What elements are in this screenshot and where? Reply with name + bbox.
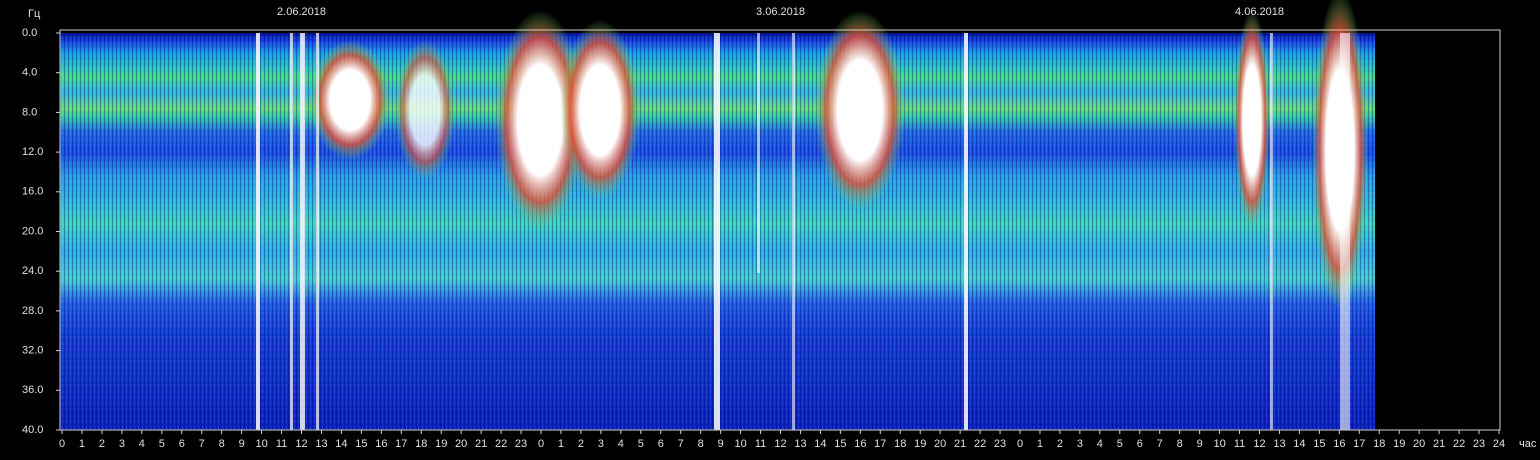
y-tick-label: 24.0 <box>22 265 43 277</box>
x-tick-label: 22 <box>1453 438 1465 450</box>
x-tick-label: 23 <box>1473 438 1485 450</box>
x-tick-label: 18 <box>1373 438 1385 450</box>
x-tick-label: 15 <box>355 438 367 450</box>
x-tick-label: 10 <box>734 438 746 450</box>
x-tick-label: 14 <box>814 438 826 450</box>
x-tick-label: 7 <box>1157 438 1163 450</box>
x-tick-label: 22 <box>974 438 986 450</box>
y-tick-label: 4.0 <box>22 67 37 79</box>
x-tick-label: 20 <box>1413 438 1425 450</box>
x-tick-label: 1 <box>558 438 564 450</box>
x-tick-label: 9 <box>1197 438 1203 450</box>
x-tick-label: 7 <box>678 438 684 450</box>
x-tick-label: 5 <box>159 438 165 450</box>
x-tick-label: 2 <box>1057 438 1063 450</box>
y-tick-label: 12.0 <box>22 146 43 158</box>
spectrogram-image <box>60 0 1375 430</box>
x-tick-label: 10 <box>255 438 267 450</box>
x-tick-label: 12 <box>774 438 786 450</box>
x-tick-label: 5 <box>638 438 644 450</box>
y-tick-label: 36.0 <box>22 384 43 396</box>
x-tick-label: 6 <box>658 438 664 450</box>
x-tick-label: 12 <box>1253 438 1265 450</box>
x-tick-label: 22 <box>495 438 507 450</box>
x-tick-label: 3 <box>598 438 604 450</box>
date-label: 3.06.2018 <box>756 6 805 18</box>
x-tick-label: 15 <box>1313 438 1325 450</box>
date-label: 4.06.2018 <box>1235 6 1284 18</box>
x-tick-label: 6 <box>1137 438 1143 450</box>
x-tick-label: 19 <box>914 438 926 450</box>
y-axis-unit: Гц <box>28 8 41 20</box>
x-tick-label: 9 <box>239 438 245 450</box>
x-tick-label: 18 <box>415 438 427 450</box>
x-tick-label: 2 <box>99 438 105 450</box>
x-tick-label: 12 <box>295 438 307 450</box>
x-tick-label: 20 <box>934 438 946 450</box>
x-tick-label: 8 <box>698 438 704 450</box>
x-tick-label: 2 <box>578 438 584 450</box>
x-tick-label: 18 <box>894 438 906 450</box>
x-tick-label: 0 <box>538 438 544 450</box>
x-tick-label: 4 <box>1097 438 1103 450</box>
y-tick-label: 0.0 <box>22 27 37 39</box>
x-tick-label: 19 <box>1393 438 1405 450</box>
x-tick-label: 15 <box>834 438 846 450</box>
x-tick-label: 20 <box>455 438 467 450</box>
x-tick-label: 16 <box>1333 438 1345 450</box>
y-tick-label: 8.0 <box>22 106 37 118</box>
y-tick-label: 16.0 <box>22 186 43 198</box>
y-tick-label: 40.0 <box>22 424 43 436</box>
x-tick-label: 3 <box>119 438 125 450</box>
x-tick-label: 11 <box>276 438 287 450</box>
x-tick-label: 5 <box>1117 438 1123 450</box>
x-tick-label: 17 <box>874 438 886 450</box>
x-tick-label: 21 <box>1433 438 1445 450</box>
x-tick-label: 16 <box>375 438 387 450</box>
x-tick-label: 3 <box>1077 438 1083 450</box>
x-tick-label: 11 <box>1234 438 1245 450</box>
x-tick-label: 21 <box>475 438 487 450</box>
x-tick-label: 17 <box>1353 438 1365 450</box>
y-tick-label: 28.0 <box>22 305 43 317</box>
x-axis-unit: час <box>1519 438 1537 450</box>
y-tick-label: 20.0 <box>22 225 43 237</box>
x-tick-label: 16 <box>854 438 866 450</box>
x-tick-label: 1 <box>1037 438 1043 450</box>
x-tick-label: 8 <box>219 438 225 450</box>
date-label: 2.06.2018 <box>277 6 326 18</box>
x-tick-label: 17 <box>395 438 407 450</box>
x-tick-label: 19 <box>435 438 447 450</box>
x-tick-label: 21 <box>954 438 966 450</box>
x-tick-label: 14 <box>1293 438 1305 450</box>
x-tick-label: 23 <box>994 438 1006 450</box>
x-tick-label: 13 <box>1273 438 1285 450</box>
x-tick-label: 10 <box>1213 438 1225 450</box>
x-tick-label: 1 <box>79 438 85 450</box>
x-tick-label: 9 <box>718 438 724 450</box>
x-tick-label: 13 <box>794 438 806 450</box>
x-tick-label: 8 <box>1177 438 1183 450</box>
x-tick-label: 13 <box>315 438 327 450</box>
x-tick-label: 0 <box>1017 438 1023 450</box>
x-tick-label: 4 <box>618 438 624 450</box>
x-tick-label: 11 <box>755 438 766 450</box>
x-tick-label: 14 <box>335 438 347 450</box>
x-tick-label: 0 <box>59 438 65 450</box>
x-tick-label: 4 <box>139 438 145 450</box>
x-tick-label: 6 <box>179 438 185 450</box>
y-tick-label: 32.0 <box>22 345 43 357</box>
x-tick-label: 7 <box>199 438 205 450</box>
x-tick-label: 23 <box>515 438 527 450</box>
x-tick-label: 24 <box>1493 438 1505 450</box>
